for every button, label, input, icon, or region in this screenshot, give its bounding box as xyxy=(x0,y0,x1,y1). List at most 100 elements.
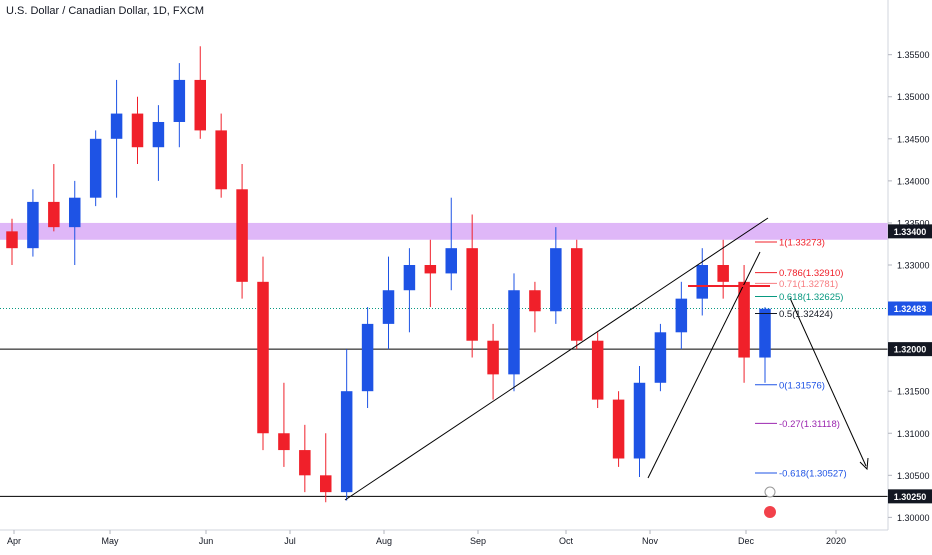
candle-body xyxy=(612,399,625,459)
price-tag-bg xyxy=(888,342,932,357)
time-tick-label: Oct xyxy=(559,536,574,546)
fib-level-label: 0.71(1.32781) xyxy=(779,279,838,290)
candle[interactable] xyxy=(654,323,667,392)
price-tag-label: 1.30250 xyxy=(894,492,927,502)
fib-level-label: 1(1.33273) xyxy=(779,238,825,249)
candle[interactable] xyxy=(6,218,18,265)
price-tick-label: 1.31000 xyxy=(897,429,930,439)
candle[interactable] xyxy=(612,391,625,467)
candle-body xyxy=(152,121,165,148)
trendline-bottom[interactable] xyxy=(344,217,769,501)
candle-body xyxy=(759,308,771,358)
event-flag-icon[interactable] xyxy=(764,486,776,498)
fib-level-label: -0.27(1.31118) xyxy=(779,419,840,430)
candle[interactable] xyxy=(633,365,646,477)
candle[interactable] xyxy=(675,281,688,350)
drawings-layer xyxy=(344,217,869,501)
time-tick-label: Dec xyxy=(738,536,755,546)
candle[interactable] xyxy=(173,63,186,148)
candle[interactable] xyxy=(110,79,123,198)
candle[interactable] xyxy=(257,256,269,451)
candle-body xyxy=(361,323,374,392)
candle-body xyxy=(173,79,186,122)
candle-body xyxy=(110,113,123,139)
price-tick-label: 1.34000 xyxy=(897,176,930,186)
projection-arrow[interactable] xyxy=(789,297,867,467)
candle[interactable] xyxy=(424,239,437,308)
fib-level-label: 0(1.31576) xyxy=(779,380,825,391)
candle[interactable] xyxy=(236,164,248,299)
fib-level-label: -0.618(1.30527) xyxy=(779,469,847,480)
candle-body xyxy=(508,290,520,375)
candle-body xyxy=(382,290,395,324)
candle-body xyxy=(654,332,667,383)
candle[interactable] xyxy=(152,105,165,181)
candle[interactable] xyxy=(550,227,562,324)
chart-title: U.S. Dollar / Canadian Dollar, 1D, FXCM xyxy=(6,5,205,17)
resistance-zone[interactable] xyxy=(0,222,888,240)
fib-layer: 1(1.33273) 0.786(1.32910)0.71(1.32781) 0.6… xyxy=(755,238,847,480)
candle[interactable] xyxy=(591,332,604,409)
candle[interactable] xyxy=(696,248,709,316)
candle-body xyxy=(68,197,81,228)
time-tick-label: Apr xyxy=(7,536,21,546)
candle-body xyxy=(6,231,18,249)
candle[interactable] xyxy=(319,433,332,503)
event-flag-icon[interactable] xyxy=(764,506,776,518)
projection-arrowhead xyxy=(859,457,869,471)
candle[interactable] xyxy=(466,214,478,358)
candle-body xyxy=(194,79,207,131)
candle-body xyxy=(591,340,604,400)
candle[interactable] xyxy=(68,180,81,265)
candle[interactable] xyxy=(215,113,227,198)
candle[interactable] xyxy=(717,239,729,299)
price-tag: 1.32000 xyxy=(888,342,932,357)
candle[interactable] xyxy=(361,307,374,409)
candle[interactable] xyxy=(529,281,541,333)
time-tick-label: Jul xyxy=(284,536,296,546)
candle-body xyxy=(633,382,646,459)
candle[interactable] xyxy=(48,164,60,232)
candle-body xyxy=(131,113,144,148)
candle-body xyxy=(89,138,102,198)
candle[interactable] xyxy=(89,130,102,207)
candle-body xyxy=(738,281,750,358)
candle[interactable] xyxy=(759,307,771,383)
fib-level-label: 0.786(1.32910) xyxy=(779,268,843,279)
trendline-wedge[interactable] xyxy=(647,251,761,479)
candle-body xyxy=(550,248,562,312)
price-tick-label: 1.30000 xyxy=(897,513,930,523)
candle-body xyxy=(529,290,541,312)
price-tags-layer: 1.33400 1.32483 1.32000 1.30250 xyxy=(888,224,932,504)
event-flags[interactable] xyxy=(764,486,776,518)
candle-body xyxy=(445,248,458,274)
candle[interactable] xyxy=(508,273,520,392)
candle[interactable] xyxy=(570,239,583,350)
candle-body xyxy=(278,433,290,451)
candle[interactable] xyxy=(445,197,458,291)
price-tag-bg xyxy=(888,489,932,504)
candle[interactable] xyxy=(131,96,144,165)
price-tag-label: 1.32483 xyxy=(894,304,927,314)
fib-level-label: 0.618(1.32625) xyxy=(779,292,843,303)
candle[interactable] xyxy=(278,382,290,467)
candle[interactable] xyxy=(403,248,416,333)
candle[interactable] xyxy=(299,424,311,493)
candle[interactable] xyxy=(194,46,207,139)
candle-body xyxy=(487,340,499,375)
candle[interactable] xyxy=(382,256,395,350)
candle-body xyxy=(403,265,416,291)
candles-layer xyxy=(6,46,771,503)
candle-body xyxy=(215,130,227,190)
candle-body xyxy=(27,201,39,249)
price-tick-label: 1.34500 xyxy=(897,134,930,144)
price-tag-label: 1.33400 xyxy=(894,227,927,237)
candle[interactable] xyxy=(487,323,499,400)
price-tick-label: 1.35000 xyxy=(897,92,930,102)
time-axis[interactable]: Apr May Jun Jul Aug Sep Oct Nov Dec 2020 xyxy=(0,529,888,546)
candle[interactable] xyxy=(27,189,39,257)
candle[interactable] xyxy=(340,349,353,501)
time-tick-label: 2020 xyxy=(826,536,846,546)
